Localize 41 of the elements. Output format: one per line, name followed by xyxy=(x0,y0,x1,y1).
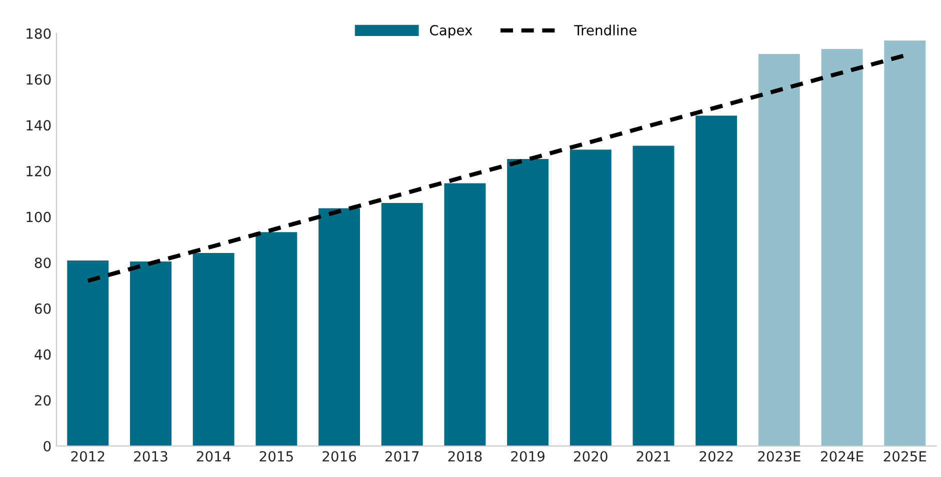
x-tick-label: 2020 xyxy=(574,451,608,462)
bar xyxy=(570,150,612,446)
bar xyxy=(381,203,423,446)
x-tick-label: 2025E xyxy=(884,451,926,462)
y-tick-label: 140 xyxy=(26,120,51,131)
y-tick-label: 60 xyxy=(34,303,51,314)
y-tick-label: 160 xyxy=(26,74,51,85)
y-tick-label: 180 xyxy=(26,28,51,39)
x-tick-label: 2019 xyxy=(511,451,544,462)
bar xyxy=(507,159,549,446)
y-tick-label: 0 xyxy=(44,440,51,452)
y-tick-label: 100 xyxy=(26,212,51,222)
x-tick-label: 2021 xyxy=(636,451,670,462)
bar xyxy=(192,252,234,446)
x-tick-label: 2017 xyxy=(385,451,419,462)
y-tick-label: 40 xyxy=(34,349,51,360)
bar xyxy=(884,40,926,446)
x-tick-label: 2023E xyxy=(758,451,800,462)
bar xyxy=(632,146,674,446)
bar xyxy=(130,261,172,446)
x-tick-label: 2016 xyxy=(322,451,356,462)
y-tick-label: 20 xyxy=(34,395,51,406)
bar xyxy=(67,260,109,446)
bar xyxy=(821,48,863,446)
x-tick-label: 2014 xyxy=(196,451,230,462)
x-tick-label: 2013 xyxy=(134,451,168,462)
x-tick-label: 2015 xyxy=(260,451,293,462)
bar xyxy=(758,54,800,446)
line-series xyxy=(86,53,907,283)
legend-label: Capex xyxy=(430,24,472,38)
bar xyxy=(256,232,298,446)
x-tick-label: 2012 xyxy=(71,451,104,462)
legend-label: Trendline xyxy=(574,24,636,36)
x-tick-label: 2022 xyxy=(700,451,733,462)
bar xyxy=(444,183,486,446)
bar xyxy=(318,208,360,446)
x-tick-label: 2024E xyxy=(820,451,864,462)
y-tick-label: 80 xyxy=(34,258,51,268)
x-tick-label: 2018 xyxy=(448,451,482,462)
y-tick-label: 120 xyxy=(26,166,51,176)
bar xyxy=(696,116,738,446)
